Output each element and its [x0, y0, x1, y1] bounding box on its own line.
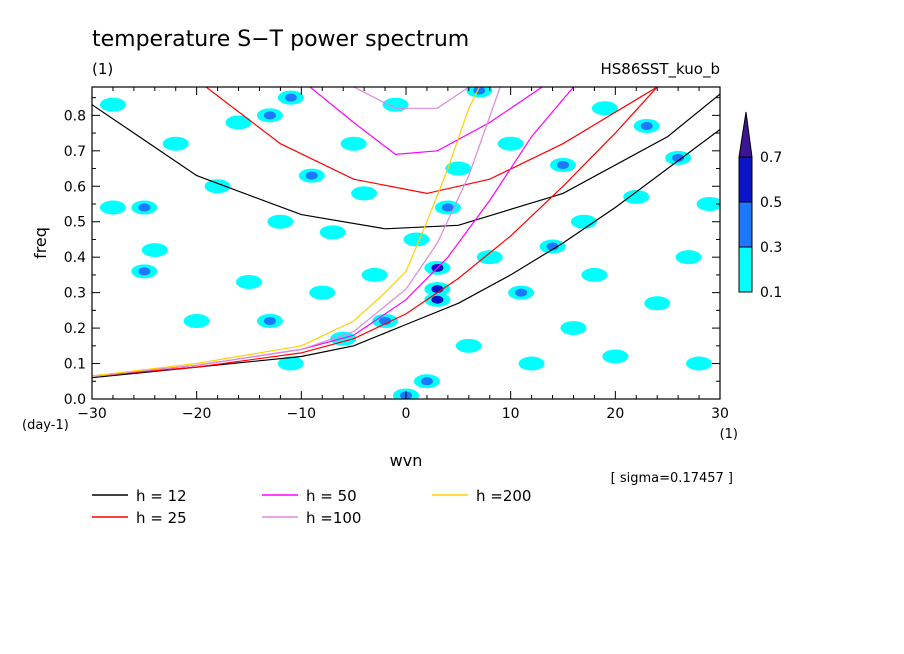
- contour-core-26: [420, 377, 433, 386]
- contour-blob-8: [225, 115, 252, 130]
- legend-label-h100: h =100: [306, 509, 361, 527]
- x-axis: −30 −20 −10 0 10 20 30: [77, 87, 729, 422]
- contour-blob-32: [455, 338, 482, 353]
- contour-blob-49: [675, 250, 702, 265]
- dispersion-curve-lower-1: [92, 87, 658, 377]
- contour-core-38: [546, 242, 559, 251]
- contour-core-14: [284, 93, 297, 102]
- contour-core-15: [305, 171, 318, 180]
- contour-blob-9: [236, 275, 262, 289]
- contour-core-46: [640, 122, 653, 130]
- x-tick-label-3: 0: [402, 406, 411, 422]
- y-tick-label-7: 0.7: [64, 144, 86, 160]
- y-tick-label-1: 0.1: [64, 357, 86, 373]
- y-tick-label-5: 0.5: [64, 215, 86, 231]
- contour-blob-13: [277, 356, 304, 371]
- legend-label-h12: h = 12: [136, 487, 187, 505]
- y-tick-label-2: 0.2: [64, 321, 86, 337]
- legend: h = 12 h = 25 h = 50 h =100 h =200: [92, 487, 531, 527]
- x-axis-label: wvn: [390, 451, 423, 470]
- contour-blob-37: [518, 356, 545, 371]
- contour-blob-19: [340, 136, 367, 151]
- colorbar-bin-0.1-0.3: [738, 246, 753, 293]
- colorbar-label-0.3: 0.3: [760, 240, 782, 256]
- x-tick-label-2: −10: [287, 406, 317, 422]
- contour-blob-35: [497, 136, 524, 151]
- contour-blob-5: [162, 136, 189, 151]
- contour-blob-31: [445, 161, 472, 176]
- colorbar-label-0.1: 0.1: [760, 285, 782, 301]
- sigma-note: [ sigma=0.17457 ]: [611, 471, 733, 486]
- contour-blob-0: [99, 97, 126, 112]
- contour-blob-25: [403, 232, 430, 247]
- contour-core-36: [515, 288, 528, 297]
- colorbar-label-0.5: 0.5: [760, 195, 782, 211]
- dispersion-curve-lower-4: [92, 87, 480, 377]
- x-tick-label-1: −20: [182, 406, 212, 422]
- y-axis-unit: (day-1): [22, 418, 69, 433]
- x-tick-label-6: 30: [711, 406, 729, 422]
- contour-blob-17: [319, 225, 346, 240]
- colorbar-bin-0.5-0.7: [738, 156, 753, 203]
- chart-title: temperature S−T power spectrum: [92, 27, 469, 52]
- y-tick-label-4: 0.4: [64, 250, 86, 266]
- contour-blob-6: [183, 314, 210, 328]
- contour-blob-51: [696, 197, 720, 211]
- colorbar-bin-0.3-0.5: [738, 201, 753, 248]
- contour-core-39: [557, 161, 569, 169]
- y-axis: 0.0 0.1 0.2 0.3 0.4 0.5 0.6 0.7 0.8: [64, 97, 720, 408]
- contour-blob-43: [591, 101, 618, 116]
- y-axis-label: freq: [31, 227, 50, 259]
- y-tick-label-3: 0.3: [64, 286, 86, 302]
- legend-label-h200: h =200: [476, 487, 531, 505]
- contour-blob-12: [267, 214, 294, 229]
- contour-core-11: [263, 317, 276, 325]
- contour-field: [99, 87, 720, 399]
- contour-core-4: [138, 267, 151, 276]
- x-tick-label-0: −30: [77, 406, 107, 422]
- contour-blob-23: [382, 97, 409, 112]
- contour-blob-44: [602, 349, 629, 364]
- x-tick-label-5: 20: [606, 406, 624, 422]
- top-right-label: HS86SST_kuo_b: [600, 60, 720, 79]
- legend-label-h50: h = 50: [306, 487, 357, 505]
- top-left-label: (1): [92, 60, 113, 78]
- colorbar: 0.7 0.5 0.3 0.1: [738, 111, 782, 301]
- contour-core-29: [431, 295, 444, 304]
- contour-core-30: [441, 203, 454, 212]
- dispersion-curve-upper-0: [92, 93, 720, 230]
- contour-blob-34: [476, 250, 503, 265]
- contour-core-10: [263, 111, 276, 120]
- contour-blob-20: [351, 186, 378, 201]
- dispersion-curve-upper-2: [309, 87, 543, 156]
- contour-blob-40: [560, 321, 587, 336]
- legend-label-h25: h = 25: [136, 509, 187, 527]
- contour-core-1: [138, 203, 151, 212]
- dispersion-curves: [92, 87, 720, 379]
- contour-core-48: [672, 153, 685, 162]
- contour-blob-47: [644, 296, 671, 311]
- y-tick-label-8: 0.8: [64, 108, 86, 124]
- x-tick-label-4: 10: [502, 406, 520, 422]
- contour-blob-21: [361, 267, 388, 282]
- dispersion-curve-lower-0: [92, 129, 720, 379]
- y-tick-label-0: 0.0: [64, 392, 86, 408]
- contour-blob-45: [623, 189, 650, 204]
- contour-blob-7: [204, 179, 231, 194]
- colorbar-top-triangle: [738, 111, 753, 158]
- contour-blob-3: [141, 243, 168, 258]
- contour-blob-18: [330, 331, 357, 346]
- contour-blob-2: [99, 200, 126, 215]
- colorbar-label-0.7: 0.7: [760, 150, 782, 166]
- contour-blob-42: [581, 267, 608, 282]
- contour-blob-41: [570, 214, 597, 229]
- contour-blob-16: [309, 285, 336, 300]
- dispersion-curve-lower-3: [92, 87, 501, 377]
- y-tick-label-6: 0.6: [64, 179, 86, 195]
- contour-blob-50: [686, 356, 713, 371]
- dispersion-curve-upper-1: [205, 87, 658, 195]
- dispersion-curve-upper-3: [353, 87, 470, 109]
- x-axis-unit: (1): [720, 427, 738, 442]
